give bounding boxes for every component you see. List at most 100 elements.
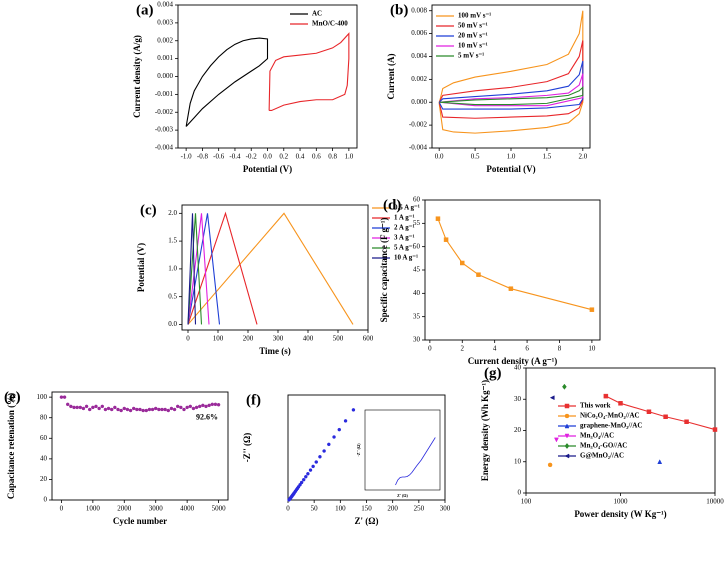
point xyxy=(216,403,221,407)
point xyxy=(351,408,356,412)
y-tick-label: -0.003 xyxy=(155,126,174,134)
x-axis-label: Cycle number xyxy=(113,516,167,526)
x-tick-label: 2 xyxy=(461,345,465,353)
series-line xyxy=(187,213,210,325)
point xyxy=(109,407,114,412)
x-tick-label: 500 xyxy=(333,335,344,343)
y-tick-label: 0.004 xyxy=(157,1,173,9)
point xyxy=(549,395,555,401)
x-tick-label: 50 xyxy=(311,505,319,513)
y-tick-label: 45 xyxy=(413,266,421,274)
legend-marker xyxy=(564,413,570,419)
y-tick-label: 20 xyxy=(40,475,48,483)
point xyxy=(194,405,199,410)
x-tick-label: 0.8 xyxy=(328,153,337,161)
y-tick-label: -0.001 xyxy=(155,90,174,98)
x-tick-label: 10000 xyxy=(706,498,724,506)
y-tick-label: 0.002 xyxy=(157,36,173,44)
point xyxy=(59,395,64,399)
y-tick-label: -0.004 xyxy=(409,144,428,152)
x-tick-label: 0 xyxy=(428,345,432,353)
point xyxy=(138,407,142,412)
point xyxy=(113,405,117,410)
x-tick-label: 250 xyxy=(414,505,425,513)
series-line xyxy=(605,395,716,431)
point xyxy=(100,404,105,409)
point xyxy=(106,406,111,411)
point xyxy=(185,405,189,410)
y-tick-label: 100 xyxy=(37,393,48,401)
x-axis-label: Current density (A g⁻¹) xyxy=(468,356,558,366)
point xyxy=(188,404,193,409)
x-tick-label: 0 xyxy=(60,505,64,513)
x-axis-label: Z' (Ω) xyxy=(397,493,408,498)
legend-label: 100 mV s⁻¹ xyxy=(458,12,491,20)
legend-label: 50 mV s⁻¹ xyxy=(458,22,488,30)
point xyxy=(712,427,718,432)
y-tick-label: 60 xyxy=(413,196,421,204)
point xyxy=(204,404,208,409)
point xyxy=(318,455,322,459)
point xyxy=(144,408,149,413)
y-tick-label: 40 xyxy=(514,364,522,372)
point xyxy=(301,477,306,482)
series-line xyxy=(439,86,584,106)
y-tick-label: 80 xyxy=(40,413,48,421)
x-tick-label: -0.4 xyxy=(229,153,241,161)
y-tick-label: 40 xyxy=(40,454,48,462)
y-tick-label: 1.5 xyxy=(168,237,177,245)
y-tick-label: 20 xyxy=(514,426,522,434)
y-axis-label: Current density (A/g) xyxy=(132,35,142,118)
legend-label: graphene-MnO₂//AC xyxy=(580,422,642,430)
point xyxy=(562,383,567,390)
series-line xyxy=(268,32,350,112)
point xyxy=(135,407,139,412)
y-tick-label: 2.0 xyxy=(168,209,177,217)
point xyxy=(169,406,174,411)
legend-marker xyxy=(564,423,570,429)
y-axis-label: Specific capacitance (F g⁻¹) xyxy=(379,218,389,323)
point xyxy=(94,404,98,409)
x-tick-label: 8 xyxy=(558,345,562,353)
point xyxy=(65,402,70,407)
legend-label: 5 mV s⁻¹ xyxy=(458,52,484,60)
legend-marker xyxy=(564,433,570,439)
point xyxy=(163,407,167,412)
point xyxy=(84,404,89,409)
point xyxy=(78,405,83,410)
point xyxy=(116,407,120,412)
x-tick-label: 10 xyxy=(588,345,596,353)
x-tick-label: -1.0 xyxy=(181,153,193,161)
point xyxy=(646,409,652,414)
legend-label: Mn₃O₄//AC xyxy=(580,432,614,440)
y-tick-label: 0.5 xyxy=(168,292,177,300)
panel-label: (a) xyxy=(136,2,154,18)
point xyxy=(160,407,164,412)
point xyxy=(337,427,342,432)
panel-label: (g) xyxy=(484,365,502,381)
point xyxy=(157,407,161,412)
series-line xyxy=(437,218,593,311)
point xyxy=(508,286,514,291)
panel-label: (c) xyxy=(140,202,157,218)
plot-frame xyxy=(287,394,446,501)
y-tick-label: -0.002 xyxy=(409,121,428,129)
point xyxy=(603,393,609,399)
x-tick-label: 200 xyxy=(387,505,398,513)
legend-label: NiCo₂O₄-MnO₂//AC xyxy=(580,412,640,420)
legend-label: 10 mV s⁻¹ xyxy=(458,42,488,50)
y-tick-label: 10 xyxy=(514,457,522,465)
series-line xyxy=(187,212,354,325)
series-line xyxy=(187,213,197,325)
x-tick-label: 400 xyxy=(303,335,314,343)
x-tick-label: 5000 xyxy=(212,505,227,513)
plot-frame xyxy=(525,367,716,494)
x-tick-label: 150 xyxy=(361,505,372,513)
x-tick-label: 300 xyxy=(273,335,284,343)
point xyxy=(299,480,304,485)
y-tick-label: 40 xyxy=(413,289,421,297)
point xyxy=(69,404,73,409)
point xyxy=(343,419,348,423)
point xyxy=(306,472,310,476)
panel-label: (b) xyxy=(390,2,408,18)
